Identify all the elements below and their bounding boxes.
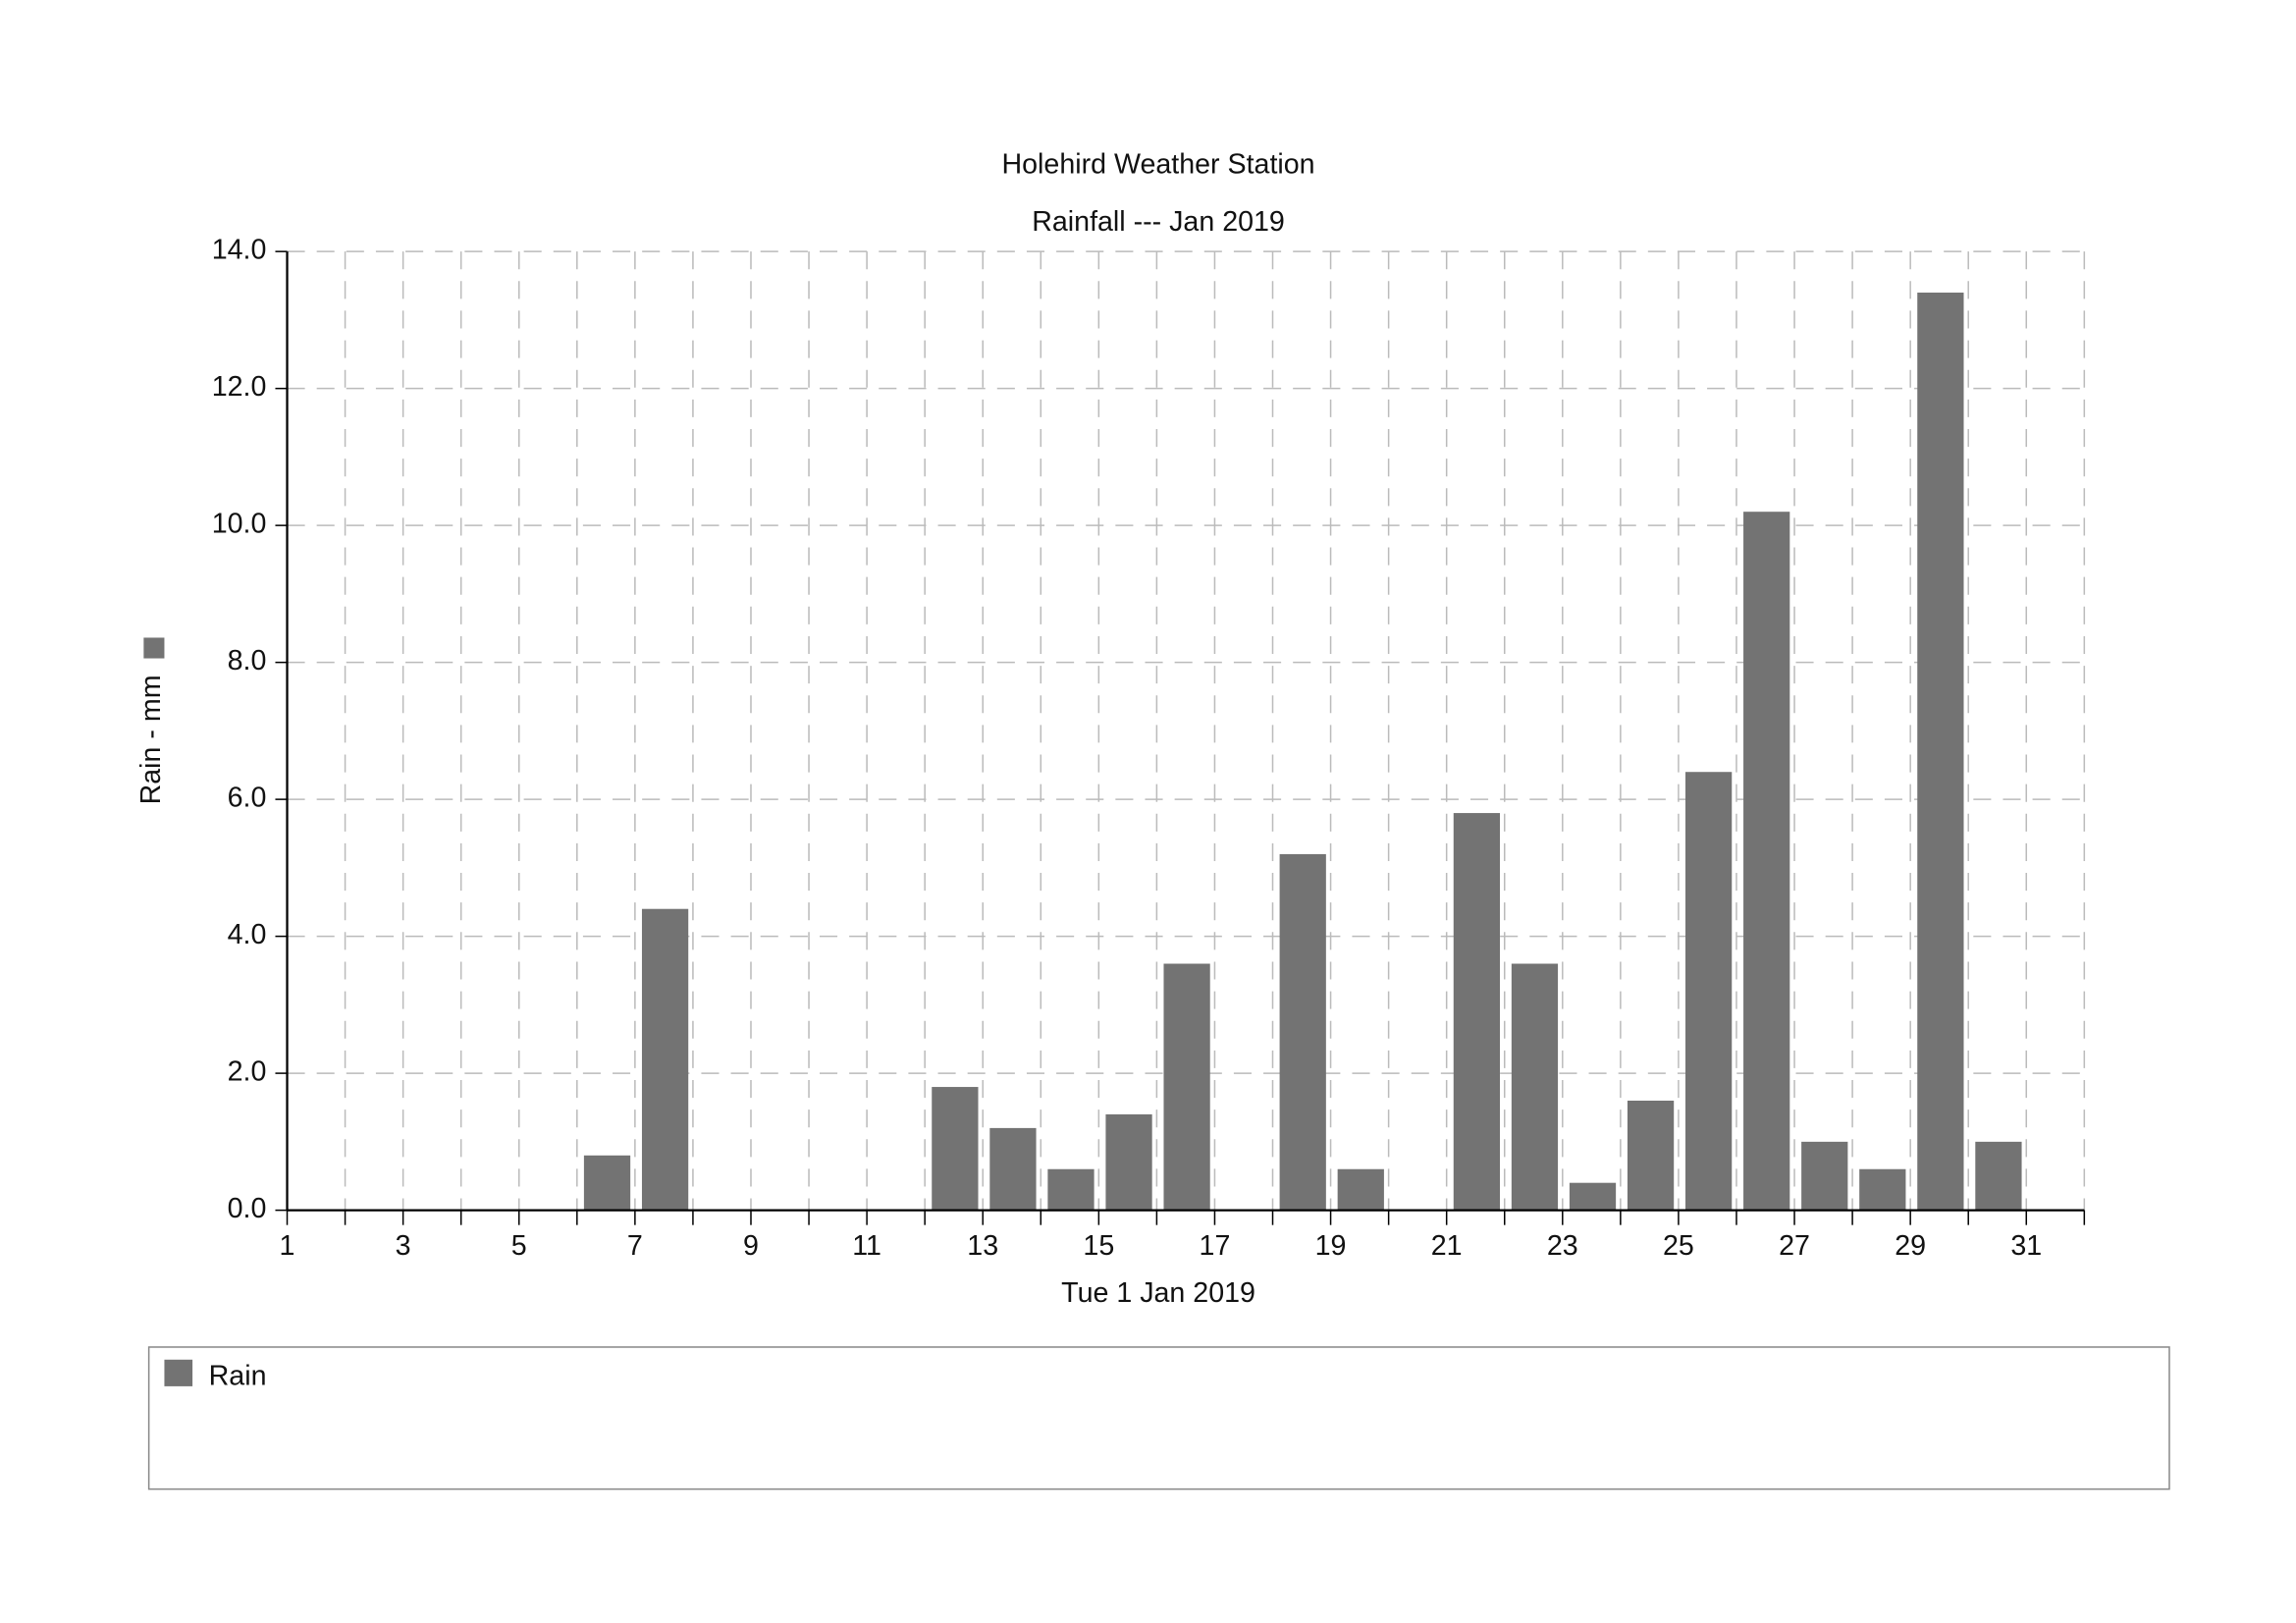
bar <box>1975 1141 2022 1211</box>
x-tick-label: 13 <box>967 1230 998 1262</box>
bar <box>1801 1141 1848 1211</box>
bar <box>1279 853 1326 1211</box>
y-tick-label: 4.0 <box>228 919 267 950</box>
y-tick-label: 8.0 <box>228 645 267 676</box>
bar <box>1917 293 1964 1211</box>
bar <box>1105 1113 1152 1211</box>
bar <box>1569 1182 1617 1211</box>
legend-swatch <box>164 1359 193 1386</box>
x-tick-label: 7 <box>627 1230 643 1262</box>
bar <box>932 1087 979 1211</box>
x-tick-label: 5 <box>511 1230 527 1262</box>
y-tick-label: 6.0 <box>228 783 267 814</box>
x-tick-label: 11 <box>852 1230 881 1262</box>
bar <box>1453 813 1501 1211</box>
bar <box>1337 1168 1384 1211</box>
x-tick-label: 25 <box>1663 1230 1694 1262</box>
y-tick-label: 14.0 <box>212 235 267 266</box>
y-tick-label: 2.0 <box>228 1056 267 1088</box>
x-tick-label: 15 <box>1083 1230 1114 1262</box>
legend-label: Rain <box>209 1360 267 1391</box>
y-axis-label: Rain - mm <box>135 675 167 804</box>
y-tick-label: 0.0 <box>228 1193 267 1224</box>
x-tick-label: 19 <box>1315 1230 1347 1262</box>
x-tick-label: 29 <box>1895 1230 1926 1262</box>
chart-subtitle: Rainfall --- Jan 2019 <box>1032 206 1285 238</box>
legend-box <box>147 1346 2170 1490</box>
x-tick-label: 9 <box>743 1230 759 1262</box>
x-tick-label: 17 <box>1200 1230 1231 1262</box>
x-tick-label: 27 <box>1779 1230 1810 1262</box>
bar <box>1047 1168 1095 1211</box>
y-tick-label: 10.0 <box>212 509 267 540</box>
x-axis-label: Tue 1 Jan 2019 <box>1061 1277 1255 1309</box>
x-tick-label: 31 <box>2010 1230 2042 1262</box>
bar <box>1859 1168 1906 1211</box>
x-tick-label: 23 <box>1547 1230 1578 1262</box>
bar <box>1627 1101 1675 1211</box>
bar <box>1743 512 1790 1211</box>
x-tick-label: 21 <box>1431 1230 1463 1262</box>
chart-title: Holehird Weather Station <box>1001 148 1314 180</box>
x-tick-label: 3 <box>396 1230 411 1262</box>
x-tick-label: 1 <box>280 1230 295 1262</box>
bar <box>583 1155 631 1211</box>
bar <box>1685 772 1733 1211</box>
bar <box>641 908 689 1211</box>
bar <box>1511 963 1559 1211</box>
y-tick-label: 12.0 <box>212 371 267 403</box>
bar <box>1163 963 1210 1211</box>
y-axis-swatch <box>143 637 165 659</box>
bar <box>989 1127 1037 1211</box>
